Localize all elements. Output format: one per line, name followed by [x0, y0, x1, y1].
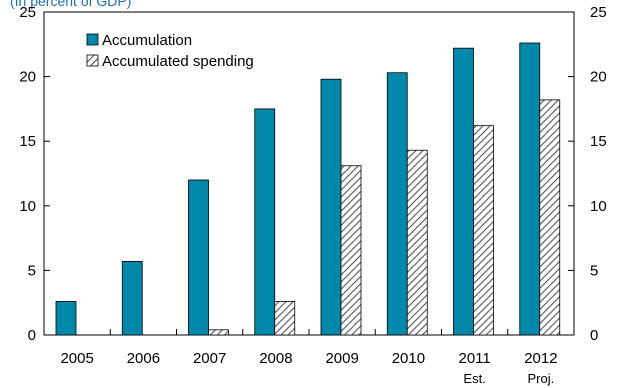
bar-accumulation — [519, 42, 541, 336]
x-tick-label: 2010 — [392, 350, 425, 367]
y-tick-label-right: 15 — [590, 133, 607, 150]
bar-accumulation — [254, 108, 276, 336]
bar-accumulation — [121, 260, 143, 336]
bar-accumulation — [320, 78, 342, 336]
bar-accumulated-spending — [208, 329, 229, 336]
legend-swatch-accumulated-spending — [86, 54, 99, 67]
bar-accumulation — [55, 301, 77, 336]
x-tick-label: 2006 — [127, 350, 160, 367]
bar-accumulated-spending — [340, 165, 362, 336]
y-tick-label-right: 10 — [590, 198, 607, 215]
bar-accumulation — [188, 179, 209, 336]
legend-label-accumulation: Accumulation — [102, 32, 192, 49]
bar-accumulated-spending — [274, 301, 296, 336]
bar-accumulated-spending — [539, 99, 561, 336]
bar-accumulated-spending — [473, 125, 494, 336]
y-tick-label-right: 5 — [590, 262, 598, 279]
x-tick-label: 2011 — [458, 350, 490, 367]
y-tick-label-left: 25 — [19, 4, 36, 21]
x-tick-label: 2007 — [193, 350, 226, 367]
y-tick-label-right: 25 — [590, 4, 607, 21]
legend-label-accumulated-spending: Accumulated spending — [102, 53, 254, 70]
x-tick-label: 2008 — [259, 350, 292, 367]
bar-accumulated-spending — [406, 149, 428, 336]
y-tick-label-right: 20 — [590, 69, 607, 86]
legend-swatch-accumulation — [86, 33, 99, 46]
y-tick-label-left: 5 — [28, 262, 36, 279]
y-tick-label-right: 0 — [590, 327, 598, 344]
x-tick-label: 2012 — [524, 350, 557, 367]
y-tick-label-left: 20 — [19, 69, 36, 86]
bar-accumulation — [453, 47, 474, 336]
x-tick-label: 2005 — [60, 350, 93, 367]
bar-accumulation — [386, 72, 408, 336]
x-tick-sublabel: Proj. — [528, 371, 555, 386]
plot-area: 0 0 5 5 10 10 15 15 20 20 25 25 2005 2006 2007 2008 2009… — [19, 4, 606, 386]
y-tick-label-left: 10 — [19, 198, 36, 215]
y-tick-label-left: 15 — [19, 133, 36, 150]
y-tick-label-left: 0 — [28, 327, 36, 344]
legend: Accumulation Accumulated spending — [86, 32, 254, 70]
x-tick-label: 2009 — [325, 350, 358, 367]
x-tick-sublabel: Est. — [463, 371, 485, 386]
chart-caption: (In percent of GDP) — [10, 0, 131, 9]
